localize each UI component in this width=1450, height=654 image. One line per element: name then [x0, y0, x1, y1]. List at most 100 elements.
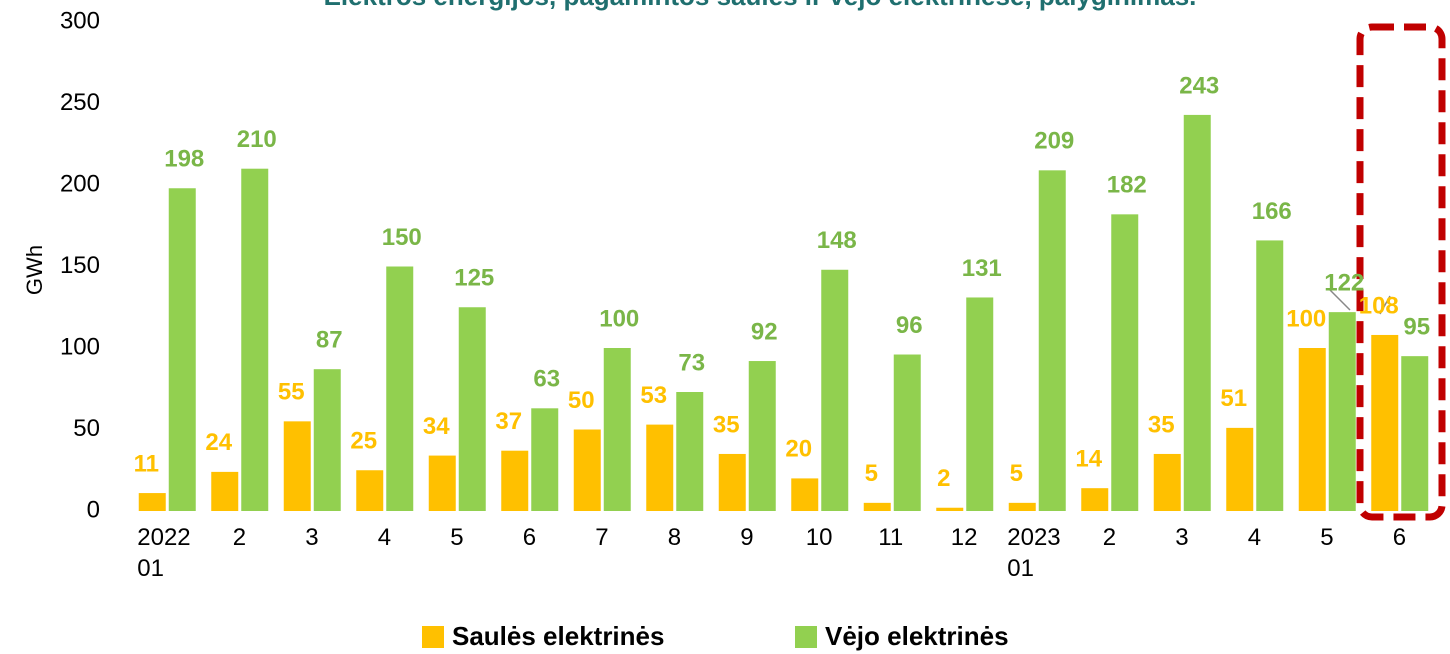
data-label: 96 — [896, 312, 923, 339]
y-tick-label: 0 — [87, 496, 100, 523]
bar — [791, 478, 819, 511]
bar — [676, 392, 704, 511]
y-tick-label: 100 — [60, 333, 100, 360]
legend-label: Vėjo elektrinės — [825, 621, 1009, 651]
bar — [748, 361, 776, 511]
bar — [1153, 453, 1181, 511]
x-tick-label: 3 — [1175, 524, 1189, 551]
y-tick-label: 150 — [60, 252, 100, 279]
data-label: 150 — [382, 224, 422, 251]
legend-swatch — [422, 626, 444, 648]
bar — [821, 269, 849, 511]
data-label: 148 — [817, 227, 857, 254]
x-tick-label: 4 — [1247, 524, 1262, 551]
data-label: 25 — [350, 428, 377, 455]
data-label: 87 — [316, 327, 343, 354]
bar — [241, 168, 269, 511]
data-label: 35 — [713, 411, 740, 438]
bar — [863, 502, 891, 511]
bar — [603, 348, 631, 511]
data-label: 37 — [495, 408, 522, 435]
bar — [893, 354, 921, 511]
bar — [501, 450, 529, 511]
bar — [1226, 427, 1254, 511]
x-tick-label: 2022 01 — [137, 524, 191, 582]
leader-line — [1379, 295, 1391, 315]
data-label: 182 — [1107, 172, 1147, 199]
bar — [718, 453, 746, 511]
bar — [1371, 334, 1399, 511]
bar — [1401, 356, 1429, 511]
bar — [428, 455, 456, 511]
x-tick-label: 2 — [1102, 524, 1117, 551]
legend-label: Saulės elektrinės — [452, 621, 664, 651]
data-label: 35 — [1148, 411, 1175, 438]
x-tick-label: 7 — [595, 524, 609, 551]
leader-line — [1329, 289, 1351, 311]
bar — [1298, 348, 1326, 511]
data-label: 73 — [678, 349, 705, 376]
data-label: 20 — [785, 436, 812, 463]
data-label: 100 — [1286, 305, 1326, 332]
bar — [458, 307, 486, 511]
legend-swatch — [795, 626, 817, 648]
bar — [646, 424, 674, 511]
bar — [573, 429, 601, 511]
x-tick-label: 8 — [667, 524, 682, 551]
bar — [211, 471, 239, 511]
data-label: 100 — [599, 305, 639, 332]
data-label: 210 — [237, 126, 277, 153]
bar — [1183, 114, 1211, 511]
data-label: 50 — [568, 387, 595, 414]
x-tick-label: 6 — [522, 524, 537, 551]
bar — [1328, 312, 1356, 511]
bar — [1038, 170, 1066, 511]
chart-title: Elektros energijos, pagamintos saulės ir… — [324, 0, 1197, 11]
bar — [1081, 488, 1109, 511]
bar — [1256, 240, 1284, 512]
bar — [936, 507, 964, 511]
x-tick-label: 6 — [1392, 524, 1407, 551]
bar — [313, 369, 341, 511]
data-label: 24 — [205, 429, 232, 456]
data-label: 5 — [1010, 460, 1023, 487]
data-label: 125 — [454, 265, 494, 292]
data-label: 209 — [1034, 128, 1074, 155]
data-label: 108 — [1359, 292, 1399, 319]
x-tick-label: 4 — [377, 524, 392, 551]
data-label: 63 — [533, 366, 560, 393]
x-tick-label: 2 — [232, 524, 247, 551]
x-tick-label: 5 — [450, 524, 464, 551]
x-tick-label: 11 — [878, 524, 904, 551]
bar — [168, 188, 196, 511]
data-label: 14 — [1075, 446, 1102, 473]
bar — [1008, 502, 1036, 511]
data-label: 198 — [164, 146, 204, 173]
y-tick-label: 50 — [73, 415, 100, 442]
bar — [386, 266, 414, 511]
data-label: 2 — [937, 465, 950, 492]
bar — [966, 297, 994, 511]
bar — [531, 408, 559, 511]
x-tick-label: 5 — [1320, 524, 1334, 551]
data-label: 55 — [278, 379, 305, 406]
bar — [356, 470, 384, 511]
y-tick-label: 250 — [60, 89, 100, 116]
data-label: 34 — [423, 413, 450, 440]
bar — [283, 421, 311, 511]
data-label: 131 — [962, 255, 1002, 282]
x-tick-label: 10 — [805, 524, 833, 551]
x-tick-label: 3 — [305, 524, 319, 551]
bar — [1111, 214, 1139, 511]
y-tick-label: 300 — [60, 7, 100, 34]
x-tick-label: 9 — [740, 524, 754, 551]
y-axis-label: GWh — [22, 245, 47, 295]
data-label: 95 — [1403, 313, 1430, 340]
data-label: 11 — [134, 450, 159, 477]
bar — [138, 493, 166, 511]
data-label: 122 — [1324, 269, 1364, 296]
x-tick-label: 2023 01 — [1007, 524, 1061, 582]
x-tick-label: 12 — [950, 524, 978, 551]
